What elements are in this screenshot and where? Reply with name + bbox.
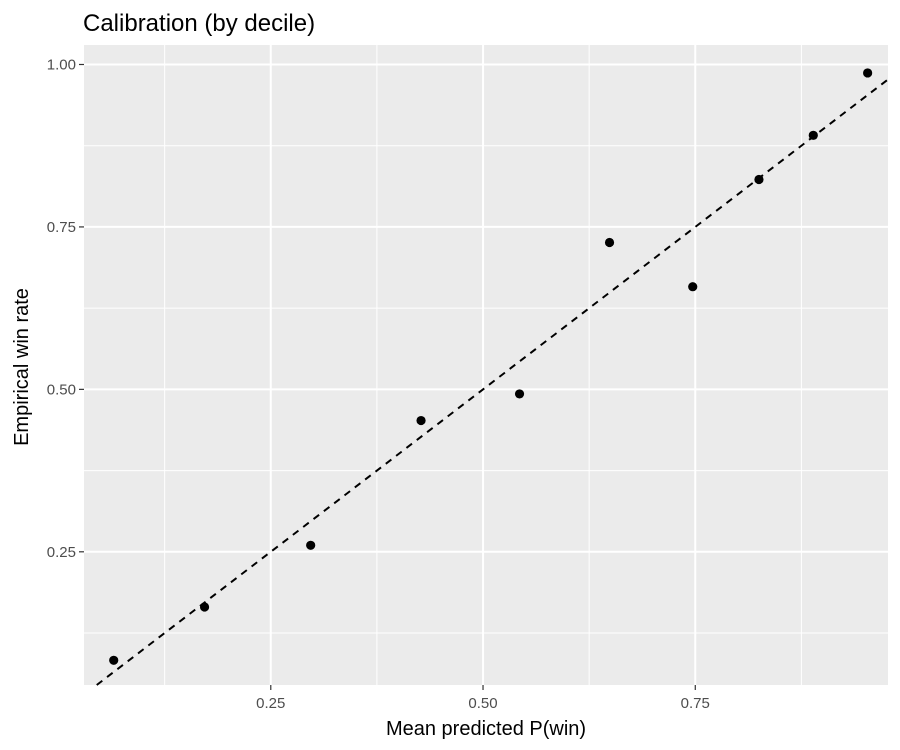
grid-minor xyxy=(84,45,888,685)
plot-panel xyxy=(84,45,888,685)
data-point-7 xyxy=(688,282,698,292)
x-tick-label: 0.75 xyxy=(681,695,710,712)
data-point-10 xyxy=(863,68,873,78)
y-axis-ticks: 0.25 0.50 0.75 1.00 xyxy=(47,56,84,561)
x-tick-label: 0.25 xyxy=(256,695,285,712)
data-points xyxy=(109,68,873,665)
data-point-4 xyxy=(416,415,426,426)
y-tick-label: 1.00 xyxy=(47,56,76,73)
reference-diagonal-line xyxy=(96,78,889,686)
chart-title: Calibration (by decile) xyxy=(83,10,315,37)
x-tick-label: 0.50 xyxy=(468,695,497,712)
data-point-5 xyxy=(514,389,525,399)
y-tick-label: 0.75 xyxy=(47,219,76,236)
grid-major xyxy=(84,45,888,685)
x-axis-ticks: 0.25 0.50 0.75 xyxy=(256,685,710,712)
data-point-3 xyxy=(306,540,316,550)
x-axis-title: Mean predicted P(win) xyxy=(386,718,586,740)
data-point-8 xyxy=(754,174,764,185)
data-point-9 xyxy=(808,130,818,140)
y-tick-label: 0.50 xyxy=(47,381,76,398)
data-point-6 xyxy=(604,237,615,248)
data-point-1 xyxy=(109,655,119,665)
y-axis-title: Empirical win rate xyxy=(11,288,33,446)
y-tick-label: 0.25 xyxy=(47,544,76,561)
data-point-2 xyxy=(199,602,210,612)
